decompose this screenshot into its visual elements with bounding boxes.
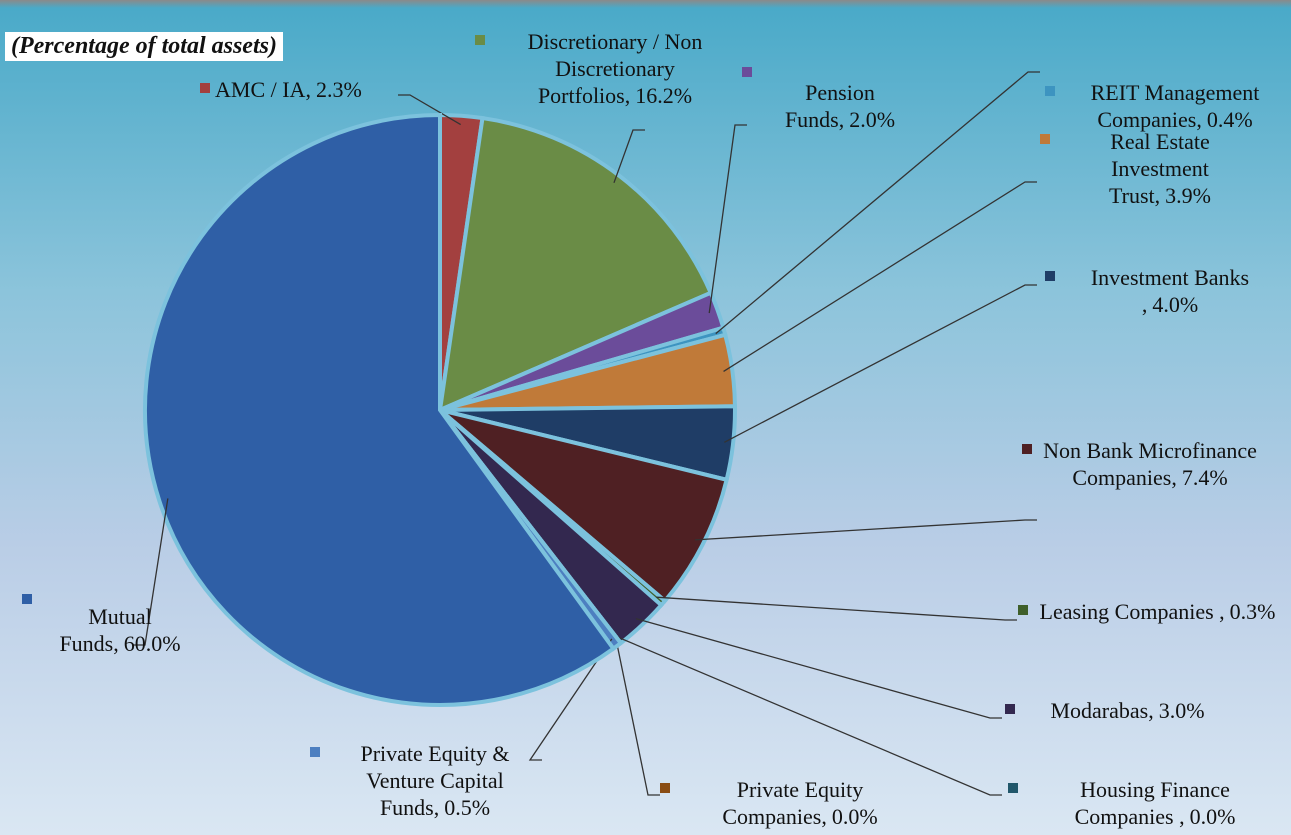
label-name: Private Equity Companies, bbox=[722, 777, 864, 829]
label-name: Private Equity & Venture Capital Funds, bbox=[360, 741, 510, 820]
data-label: Private Equity Companies, 0.0% bbox=[680, 776, 920, 830]
label-marker bbox=[1008, 783, 1018, 793]
label-name: Pension Funds, bbox=[784, 80, 875, 132]
label-value: 0.4% bbox=[1206, 107, 1253, 132]
label-marker bbox=[22, 594, 32, 604]
data-label: REIT Management Companies, 0.4% bbox=[1060, 79, 1290, 133]
label-marker bbox=[1005, 704, 1015, 714]
leader-line bbox=[715, 71, 1040, 335]
data-label: Real Estate Investment Trust, 3.9% bbox=[1060, 128, 1260, 209]
data-label: Discretionary / Non Discretionary Portfo… bbox=[490, 28, 740, 109]
data-label: Housing Finance Companies , 0.0% bbox=[1030, 776, 1280, 830]
label-name: Modarabas, bbox=[1050, 698, 1154, 723]
label-value: 0.0% bbox=[831, 804, 878, 829]
leader-line bbox=[133, 498, 169, 646]
label-marker bbox=[310, 747, 320, 757]
data-label: Private Equity & Venture Capital Funds, 0… bbox=[330, 740, 540, 821]
label-marker bbox=[1045, 86, 1055, 96]
data-label: Investment Banks , 4.0% bbox=[1060, 264, 1280, 318]
label-marker bbox=[200, 83, 210, 93]
label-value: 0.5% bbox=[444, 795, 491, 820]
label-marker bbox=[660, 783, 670, 793]
data-label: Non Bank Microfinance Companies, 7.4% bbox=[1040, 437, 1260, 491]
leader-line bbox=[724, 284, 1037, 443]
label-marker bbox=[1018, 605, 1028, 615]
leader-line bbox=[614, 635, 660, 796]
leader-line bbox=[694, 519, 1037, 541]
label-name: Real Estate Investment Trust, bbox=[1109, 129, 1210, 208]
chart-title: (Percentage of total assets) bbox=[5, 32, 283, 61]
label-name: Leasing Companies , bbox=[1039, 599, 1225, 624]
pie-slice bbox=[437, 115, 714, 414]
label-name: REIT Management Companies, bbox=[1090, 80, 1260, 132]
leader-line bbox=[723, 181, 1037, 373]
label-value: 7.4% bbox=[1181, 465, 1228, 490]
data-label: Leasing Companies , 0.3% bbox=[1035, 598, 1280, 625]
label-value: 16.2% bbox=[635, 83, 693, 108]
label-name: Housing Finance Companies , bbox=[1074, 777, 1230, 829]
label-value: 4.0% bbox=[1152, 292, 1199, 317]
data-label: Pension Funds, 2.0% bbox=[765, 79, 915, 133]
label-value: 2.0% bbox=[849, 107, 896, 132]
label-marker bbox=[1040, 134, 1050, 144]
pie-slice bbox=[438, 408, 730, 604]
label-name: Non Bank Microfinance Companies, bbox=[1043, 438, 1257, 490]
label-marker bbox=[475, 35, 485, 45]
label-value: 2.3% bbox=[315, 77, 362, 102]
label-value: 0.0% bbox=[1189, 804, 1236, 829]
label-value: 3.9% bbox=[1165, 183, 1211, 208]
leader-line bbox=[615, 635, 1002, 796]
label-name: AMC / IA, bbox=[215, 77, 311, 102]
leader-line bbox=[398, 94, 461, 126]
label-marker bbox=[1022, 444, 1032, 454]
top-shadow bbox=[0, 0, 1291, 8]
data-label: Mutual Funds, 60.0% bbox=[40, 603, 200, 657]
label-marker bbox=[1045, 271, 1055, 281]
leader-line bbox=[528, 638, 613, 761]
label-name: Investment Banks , bbox=[1090, 265, 1250, 317]
data-label: Modarabas, 3.0% bbox=[1025, 697, 1230, 724]
leader-line bbox=[656, 596, 1017, 621]
label-name: Discretionary / Non Discretionary Portfo… bbox=[527, 29, 703, 108]
leader-line bbox=[635, 617, 1002, 719]
pie-slice bbox=[143, 112, 617, 707]
label-marker bbox=[742, 67, 752, 77]
data-label: AMC / IA, 2.3% bbox=[215, 76, 415, 103]
label-value: 60.0% bbox=[123, 631, 181, 656]
leader-line bbox=[708, 124, 747, 314]
label-value: 3.0% bbox=[1158, 698, 1205, 723]
label-value: 0.3% bbox=[1229, 599, 1276, 624]
leader-line bbox=[613, 129, 645, 184]
label-name: Mutual Funds, bbox=[59, 604, 152, 656]
